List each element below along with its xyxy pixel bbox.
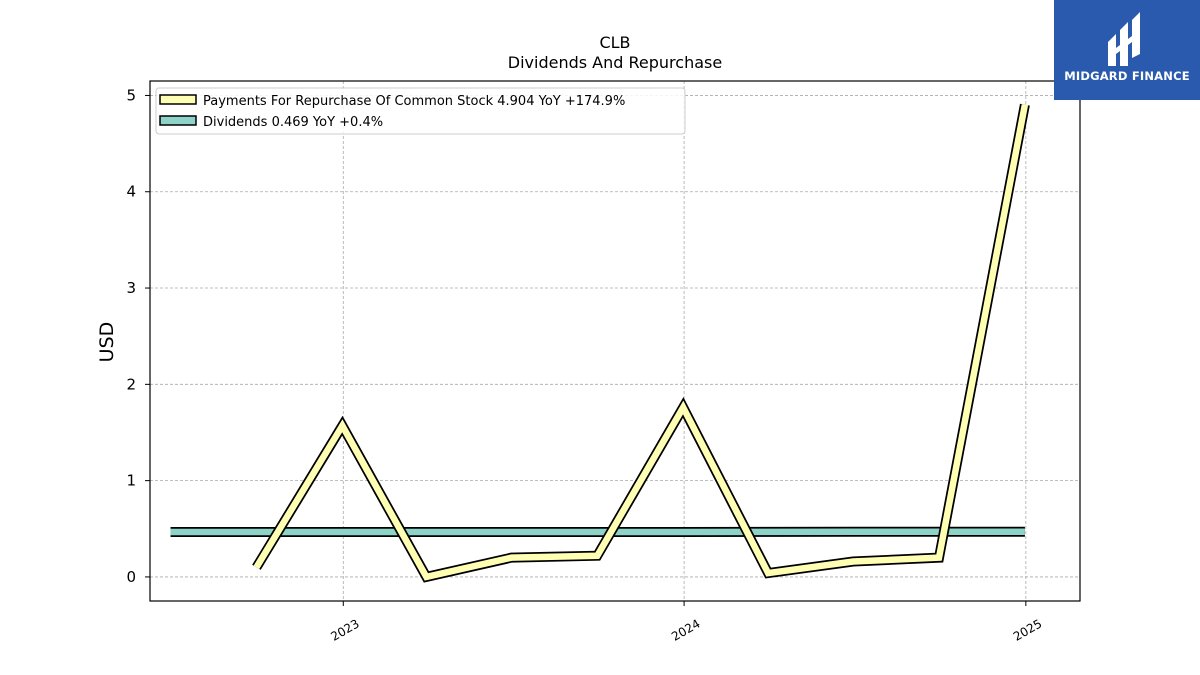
y-tick-label: 5 [126, 86, 136, 104]
series-layer [170, 103, 1030, 583]
legend-box [155, 87, 686, 135]
y-tick-label: 2 [126, 375, 136, 393]
y-tick-label: 4 [126, 183, 136, 201]
legend-label-repurchase: Payments For Repurchase Of Common Stock … [203, 94, 625, 109]
brand-name: MIDGARD FINANCE [1064, 69, 1190, 83]
legend-swatch-repurchase [159, 94, 197, 105]
y-axis-label: USD [96, 322, 118, 363]
legend: Payments For Repurchase Of Common Stock … [155, 87, 686, 135]
plot-frame [149, 80, 1081, 602]
chart-subtitle: Dividends And Repurchase [508, 53, 722, 72]
y-tick-label: 1 [126, 472, 136, 490]
legend-swatch-dividends [159, 115, 197, 126]
legend-label-dividends: Dividends 0.469 YoY +0.4% [203, 115, 383, 130]
y-tick-label: 0 [126, 568, 136, 586]
chart-title: CLB [599, 33, 630, 52]
x-tick-label: 2024 [669, 616, 702, 643]
brand-mark-icon [1108, 12, 1140, 66]
y-tick-label: 3 [126, 279, 136, 297]
brand-logo: MIDGARD FINANCE [1054, 0, 1200, 100]
x-tick-label: 2025 [1011, 616, 1044, 643]
x-tick-label: 2023 [328, 616, 361, 643]
repurchase-line [253, 104, 1029, 581]
repurchase-line-outline [252, 103, 1030, 583]
